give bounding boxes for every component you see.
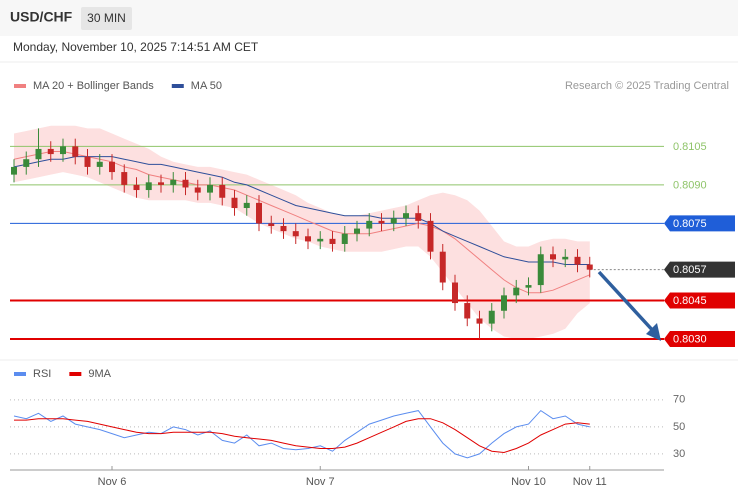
candle-body <box>464 303 471 319</box>
level-tag <box>664 261 735 278</box>
legend-swatch <box>14 372 26 376</box>
candle-body <box>35 148 42 160</box>
legend-swatch <box>69 372 82 376</box>
candle-body <box>84 156 91 167</box>
legend-swatch <box>171 84 184 88</box>
candle-body <box>501 295 507 311</box>
level-tag <box>664 331 735 348</box>
candle-body <box>243 202 250 209</box>
x-tick-label: Nov 10 <box>511 476 546 488</box>
candle-body <box>317 238 324 242</box>
y-tick-label: 50 <box>673 421 685 433</box>
candle-body <box>537 254 544 286</box>
candle-body <box>305 236 311 242</box>
interval: 30 MIN <box>87 11 126 25</box>
y-tick-label: 70 <box>673 394 685 406</box>
rsi-panel: RSI 9MA 70 50 30 Nov 6 Nov 7 Nov 10 Nov 11 <box>10 368 685 488</box>
candle-body <box>513 287 520 296</box>
legend-label: MA 50 <box>191 80 222 92</box>
price-panel: MA 20 + Bollinger Bands MA 50 0.8105 0.8090… <box>10 80 735 348</box>
candle-body <box>268 223 275 226</box>
credit: Research © 2025 Trading Central <box>565 80 729 92</box>
level-label: 0.8030 <box>673 333 707 345</box>
candle-body <box>403 213 409 219</box>
candle-body <box>109 161 115 173</box>
candle-body <box>194 187 201 193</box>
rsi-line <box>14 418 590 454</box>
level-tag <box>664 292 735 309</box>
candle-body <box>182 179 189 188</box>
level-label: 0.8075 <box>673 218 707 230</box>
candle-body <box>219 184 226 198</box>
ma-line <box>13 156 590 265</box>
candle-body <box>231 197 238 209</box>
candle-body <box>354 228 360 234</box>
candle-body <box>207 184 213 193</box>
timestamp: Monday, November 10, 2025 7:14:51 AM CET <box>13 40 259 54</box>
candle-body <box>96 161 103 167</box>
legend-label: MA 20 + Bollinger Bands <box>33 80 154 92</box>
candle-body <box>145 182 152 191</box>
forecast-arrow <box>597 270 658 336</box>
level-label: 0.8057 <box>673 264 707 276</box>
candle-body <box>488 310 495 324</box>
candle-body <box>427 220 434 252</box>
legend-label: 9MA <box>88 368 111 380</box>
candle-body <box>23 159 30 167</box>
rsi-line <box>13 409 590 459</box>
x-tick-label: Nov 11 <box>573 476 607 488</box>
bollinger-band <box>14 125 590 339</box>
symbol: USD/CHF <box>10 9 73 25</box>
candle-body <box>390 218 397 224</box>
level-label: 0.8045 <box>673 295 707 307</box>
ma-line <box>13 151 590 294</box>
candle-body <box>292 231 299 237</box>
candle-body <box>341 233 348 244</box>
candle-body <box>378 220 385 224</box>
candle-body <box>562 256 569 260</box>
candle-body <box>525 285 532 288</box>
candle-body <box>550 254 556 260</box>
level-label: 0.8105 <box>673 141 707 153</box>
level-label: 0.8090 <box>673 179 707 191</box>
candle-body <box>280 226 287 232</box>
candle-body <box>133 184 140 191</box>
candle-body <box>47 148 54 155</box>
candle-body <box>415 213 422 221</box>
candle-body <box>11 166 17 175</box>
candle-body <box>121 172 128 185</box>
candle-body <box>476 318 483 324</box>
x-tick-label: Nov 7 <box>306 476 335 488</box>
candle-body <box>586 264 593 270</box>
candle-body <box>574 256 581 265</box>
legend-label: RSI <box>33 368 51 380</box>
candle-body <box>256 202 262 224</box>
legend-swatch <box>14 84 26 88</box>
candle-body <box>366 220 373 229</box>
candle-body <box>452 282 458 304</box>
candle-body <box>158 182 164 185</box>
candle-body <box>329 238 336 244</box>
candle-body <box>439 251 446 283</box>
candle-body <box>72 146 79 157</box>
x-tick-label: Nov 6 <box>98 476 127 488</box>
interval-badge[interactable] <box>81 7 132 30</box>
level-tag <box>664 215 735 232</box>
y-tick-label: 30 <box>673 448 685 460</box>
forecast-arrowhead <box>646 323 661 341</box>
candle-body <box>60 146 66 155</box>
candle-body <box>170 179 177 185</box>
